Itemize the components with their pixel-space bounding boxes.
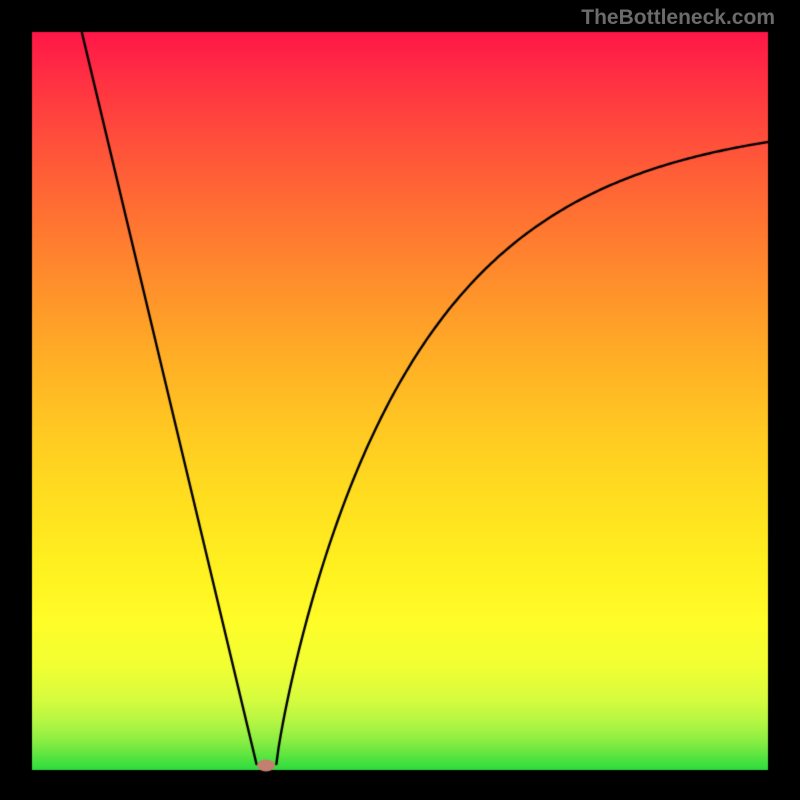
chart-container: TheBottleneck.com bbox=[0, 0, 800, 800]
watermark-text: TheBottleneck.com bbox=[581, 6, 775, 30]
bottleneck-chart bbox=[0, 0, 800, 800]
